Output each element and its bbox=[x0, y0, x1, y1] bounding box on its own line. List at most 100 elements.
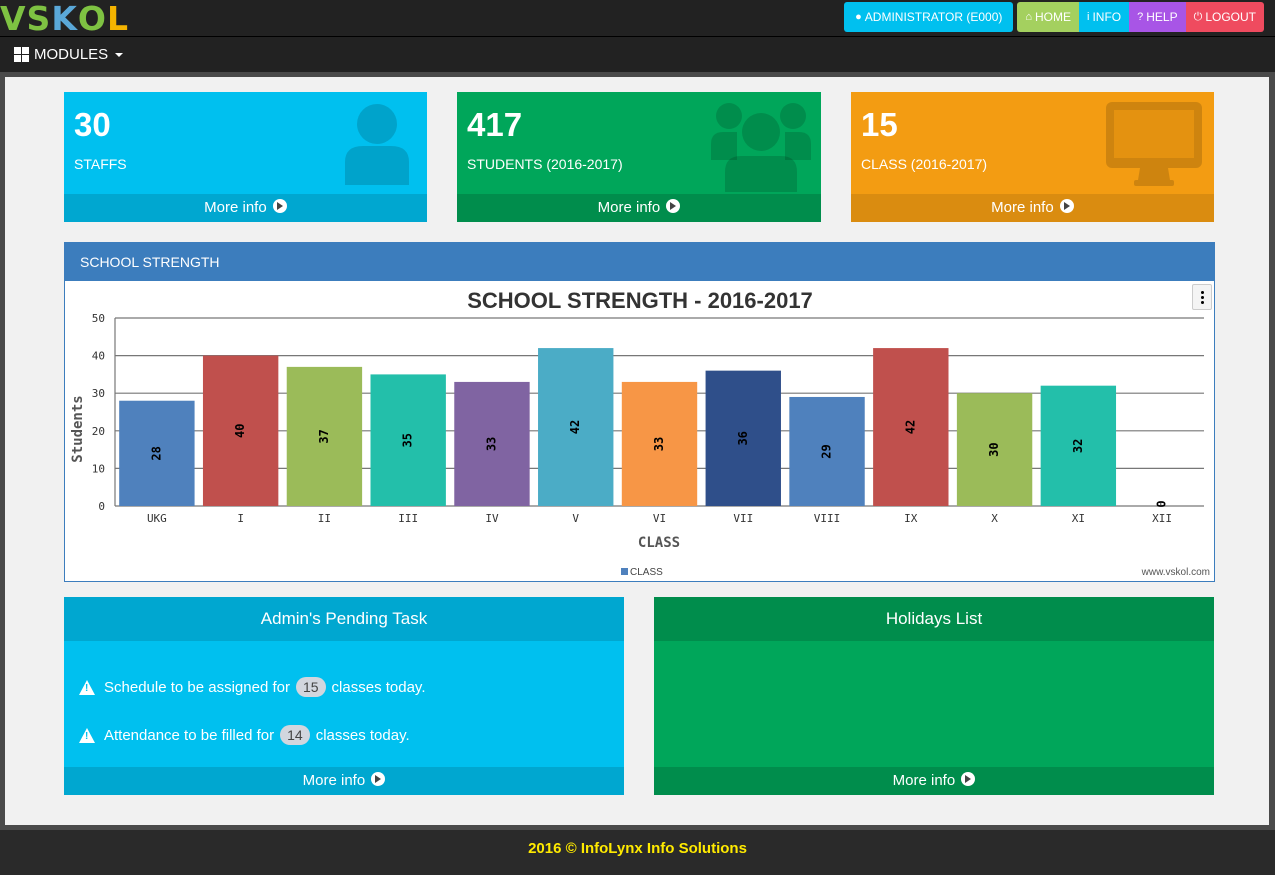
x-tick-label: I bbox=[237, 512, 244, 525]
x-axis-label: CLASS bbox=[638, 535, 680, 551]
class-label: CLASS (2016-2017) bbox=[861, 156, 988, 172]
legend-label[interactable]: CLASS bbox=[630, 567, 663, 578]
dashboard-content: 30 STAFFS More info 417 STUDENTS (2016-2… bbox=[5, 77, 1269, 825]
bar-data-label: 42 bbox=[903, 420, 917, 434]
pending-task-item: Attendance to be filled for 14 classes t… bbox=[79, 725, 410, 745]
y-tick-label: 30 bbox=[92, 387, 105, 400]
chart-credit: www.vskol.com bbox=[1141, 567, 1210, 578]
y-tick-label: 10 bbox=[92, 462, 105, 475]
desktop-icon bbox=[1106, 102, 1202, 186]
y-tick-label: 20 bbox=[92, 425, 105, 438]
footer-copyright: 2016 © InfoLynx Info Solutions bbox=[528, 840, 747, 857]
x-axis-ticks: UKG I II III IV V VI VII VIII IX X XI XII bbox=[147, 512, 1172, 525]
x-tick-label: IX bbox=[904, 512, 918, 525]
x-tick-label: IV bbox=[485, 512, 499, 525]
info-label: INFO bbox=[1092, 10, 1122, 24]
bar-data-label: 28 bbox=[149, 446, 163, 460]
class-more-info-link[interactable]: More info bbox=[851, 194, 1214, 222]
task-text: Attendance to be filled for bbox=[104, 726, 275, 744]
school-strength-chart: SCHOOL STRENGTH - 2016-2017 01020304050 … bbox=[70, 288, 1210, 578]
bar bbox=[202, 355, 279, 506]
help-label: HELP bbox=[1146, 10, 1178, 24]
school-strength-panel: SCHOOL STRENGTH SCHOOL STRENGTH - 2016-2… bbox=[64, 242, 1215, 582]
task-count-badge: 15 bbox=[295, 677, 326, 697]
bar bbox=[454, 381, 530, 506]
holidays-more-info-link[interactable]: More info bbox=[654, 767, 1214, 795]
staff-count: 30 bbox=[74, 106, 111, 143]
question-icon: ? bbox=[1137, 11, 1144, 23]
y-tick-label: 50 bbox=[92, 312, 105, 325]
warning-icon bbox=[79, 727, 95, 743]
home-label: HOME bbox=[1035, 10, 1072, 24]
x-tick-label: III bbox=[398, 512, 418, 525]
top-nav: ● ADMINISTRATOR (E000) ⌂ HOME i INFO ? H… bbox=[844, 2, 1264, 32]
bar bbox=[538, 348, 614, 506]
grid-icon bbox=[14, 47, 29, 62]
info-button[interactable]: i INFO bbox=[1079, 2, 1130, 32]
arrow-circle-right-icon bbox=[371, 772, 386, 786]
pending-task-panel: Admin's Pending Task Schedule to be assi… bbox=[64, 597, 624, 795]
caret-down-icon bbox=[115, 52, 124, 57]
user-icon: ● bbox=[855, 11, 862, 23]
task-count-badge: 14 bbox=[280, 725, 310, 745]
home-button[interactable]: ⌂ HOME bbox=[1017, 2, 1080, 32]
holidays-panel: Holidays List More info bbox=[654, 597, 1214, 795]
more-info-label: More info bbox=[302, 772, 366, 789]
help-button[interactable]: ? HELP bbox=[1129, 2, 1186, 32]
staff-more-info-link[interactable]: More info bbox=[64, 194, 427, 222]
chart-menu-button[interactable] bbox=[1192, 284, 1212, 310]
infobox-staffs: 30 STAFFS More info bbox=[64, 92, 427, 222]
arrow-circle-right-icon bbox=[272, 199, 287, 213]
chart-bars: 28 40 37 35 33 42 33 36 29 42 30 32 0 bbox=[119, 348, 1169, 508]
x-tick-label: XI bbox=[1072, 512, 1085, 525]
x-tick-label: II bbox=[318, 512, 331, 525]
arrow-circle-right-icon bbox=[666, 199, 681, 213]
bar-data-label: 29 bbox=[820, 444, 834, 458]
home-icon: ⌂ bbox=[1025, 11, 1033, 23]
x-tick-label: X bbox=[991, 512, 998, 525]
admin-button[interactable]: ● ADMINISTRATOR (E000) bbox=[844, 2, 1014, 32]
more-info-label: More info bbox=[991, 199, 1054, 216]
student-count: 417 bbox=[467, 106, 523, 143]
pending-task-title: Admin's Pending Task bbox=[64, 597, 624, 641]
bar-data-label: 33 bbox=[652, 437, 666, 451]
bar-data-label: 32 bbox=[1071, 439, 1085, 453]
x-tick-label: UKG bbox=[147, 512, 167, 525]
bar bbox=[286, 366, 363, 506]
bar bbox=[370, 374, 446, 506]
admin-label: ADMINISTRATOR (E000) bbox=[864, 10, 1003, 24]
users-icon bbox=[711, 103, 811, 192]
x-tick-label: VI bbox=[653, 512, 666, 525]
student-more-info-link[interactable]: More info bbox=[457, 194, 821, 222]
bar-data-label: 30 bbox=[987, 442, 1001, 456]
logout-button[interactable]: ⏻ LOGOUT bbox=[1185, 2, 1264, 32]
y-tick-label: 40 bbox=[92, 350, 105, 363]
bar-data-label: 0 bbox=[1155, 500, 1169, 507]
more-info-label: More info bbox=[204, 199, 267, 216]
bar-data-label: 37 bbox=[317, 429, 331, 443]
bar-data-label: 36 bbox=[736, 431, 750, 445]
pending-more-info-link[interactable]: More info bbox=[64, 767, 624, 795]
info-icon: i bbox=[1087, 11, 1090, 23]
modules-label: MODULES bbox=[34, 46, 109, 63]
app-logo[interactable]: VSKOL bbox=[0, 0, 129, 38]
arrow-circle-right-icon bbox=[1059, 199, 1074, 213]
modules-menu[interactable]: MODULES bbox=[14, 46, 124, 63]
infobox-students: 417 STUDENTS (2016-2017) More info bbox=[457, 92, 821, 222]
bar-data-label: 40 bbox=[233, 424, 247, 438]
user-icon bbox=[345, 104, 409, 185]
bar bbox=[873, 348, 949, 506]
task-text: Schedule to be assigned for bbox=[104, 678, 290, 696]
x-tick-label: VIII bbox=[814, 512, 841, 525]
content-frame: 30 STAFFS More info 417 STUDENTS (2016-2… bbox=[0, 72, 1275, 830]
x-tick-label: V bbox=[572, 512, 579, 525]
modules-bar: MODULES bbox=[0, 36, 1275, 72]
page-footer: 2016 © InfoLynx Info Solutions bbox=[0, 830, 1275, 875]
y-axis-ticks: 0 10 20 30 40 50 bbox=[92, 312, 105, 513]
student-label: STUDENTS (2016-2017) bbox=[467, 156, 623, 172]
logout-label: LOGOUT bbox=[1205, 10, 1256, 24]
bar bbox=[621, 381, 698, 506]
warning-icon bbox=[79, 679, 95, 695]
holidays-title: Holidays List bbox=[654, 597, 1214, 641]
bar-data-label: 35 bbox=[401, 433, 415, 447]
